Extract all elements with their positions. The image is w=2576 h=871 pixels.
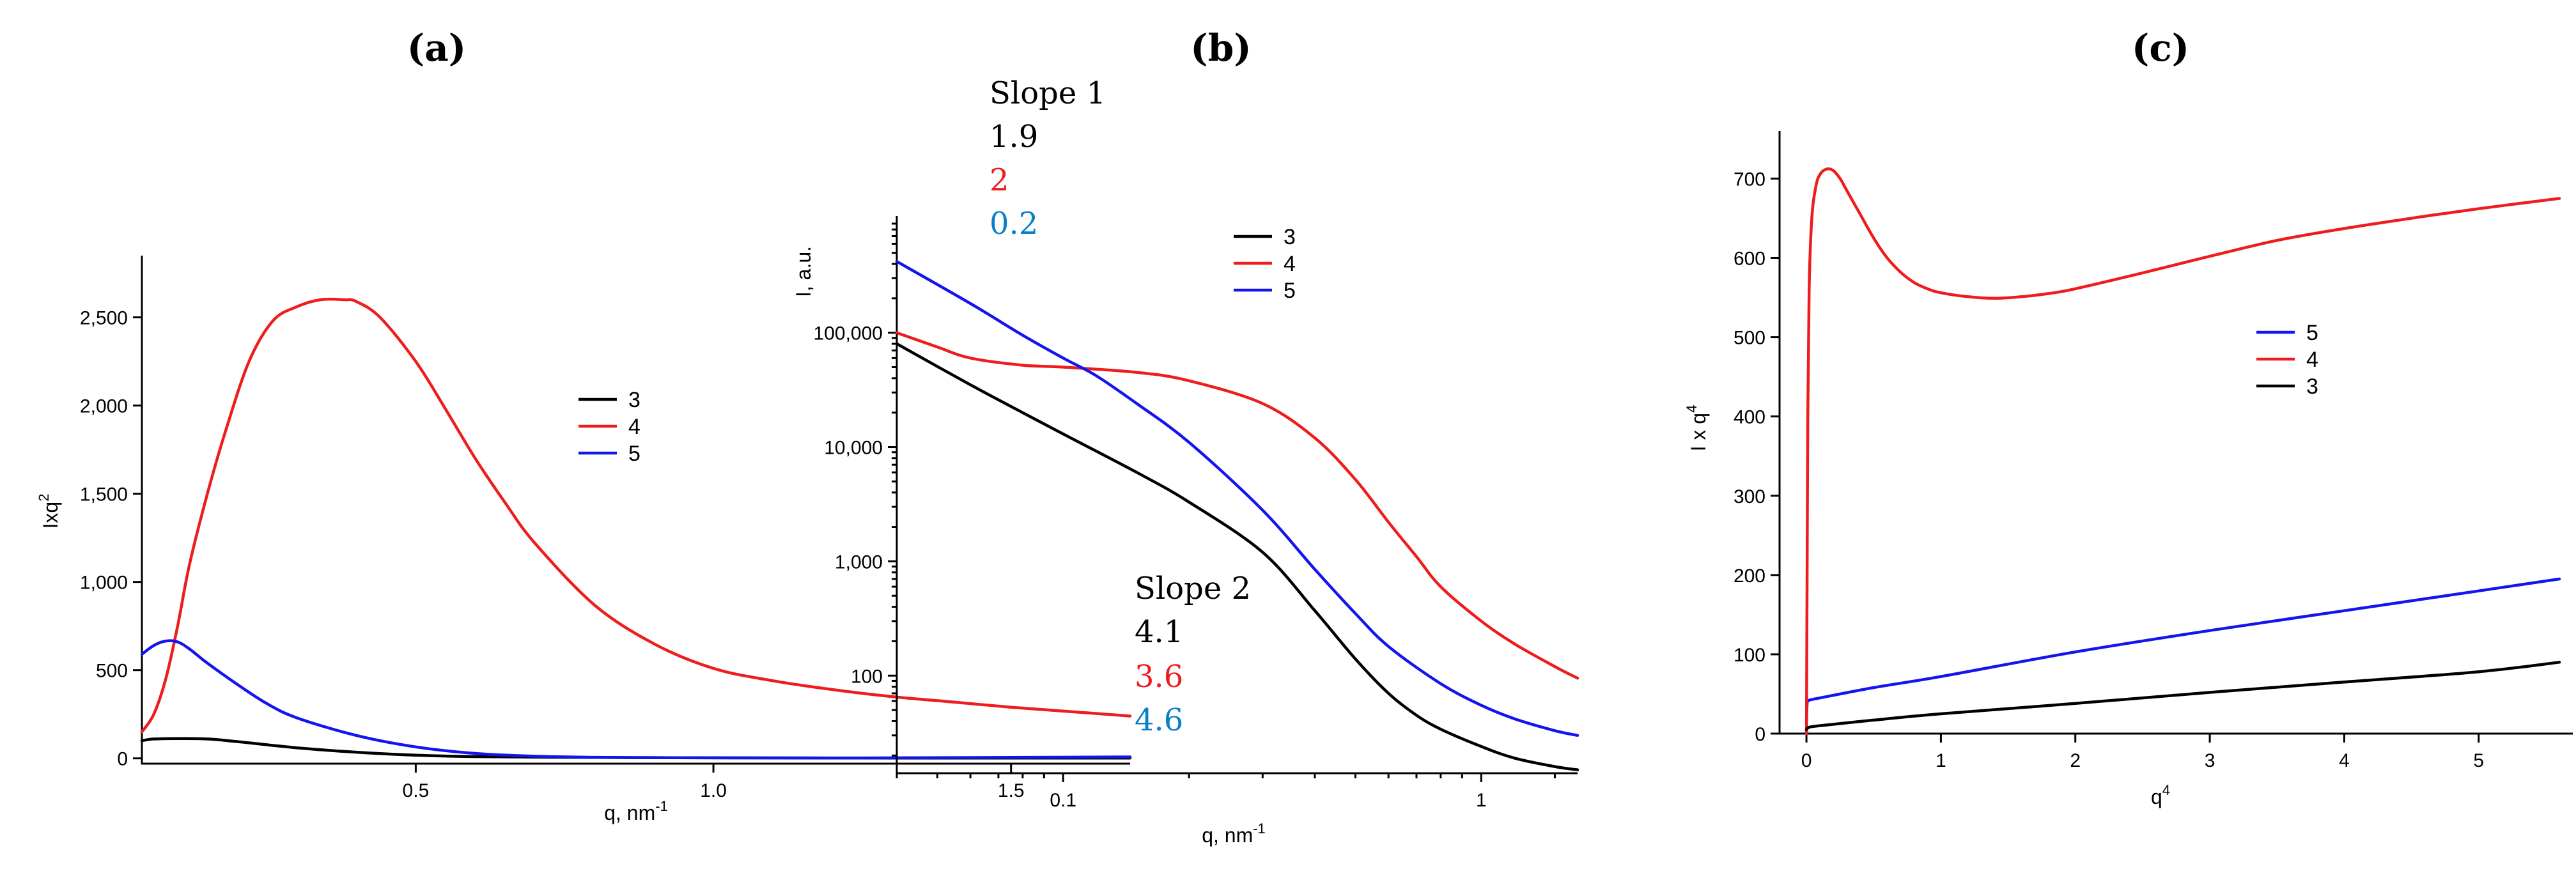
slope2-value-3: 4.1: [1135, 614, 1183, 650]
panel-a: (a) 0.5 1.0 1.5 0 500 1,000 1,500 2,000 2,500 q…: [36, 26, 1132, 824]
y-tick-label: 300: [1734, 486, 1765, 507]
series-3-line: [1804, 661, 2561, 732]
panel-c-ylabel: I x q4: [1684, 405, 1710, 452]
panel-a-axes: [141, 256, 1130, 765]
slope1-value-4: 2: [989, 162, 1009, 198]
y-tick-label: 100: [851, 666, 883, 687]
y-tick-label: 2,500: [80, 308, 128, 329]
panel-b-axes: [896, 216, 1578, 775]
x-tick-label: 0.5: [403, 780, 430, 801]
y-tick-label: 200: [1734, 566, 1765, 587]
x-tick-label: 0.1: [1050, 790, 1076, 811]
y-tick-label: 0: [117, 749, 128, 770]
y-tick-label: 400: [1734, 407, 1765, 428]
x-tick-label: 1.0: [700, 780, 727, 801]
legend-label-5: 5: [628, 442, 640, 466]
y-tick-label: 500: [96, 661, 128, 682]
x-tick-label: 1: [1476, 790, 1487, 811]
y-tick-label: 500: [1734, 328, 1765, 349]
y-tick-label: 2,000: [80, 396, 128, 417]
legend-label-4: 4: [2306, 348, 2318, 372]
y-tick-label: 10,000: [824, 438, 883, 459]
legend-label-3: 3: [628, 388, 640, 412]
panel-b-xlabel: q, nm-1: [1202, 821, 1266, 847]
y-tick-label: 100: [1734, 645, 1765, 666]
slope2-value-5: 4.6: [1135, 702, 1183, 738]
panel-b: (b) 0.1 1 100 1,000 10,000 100,000 q, nm-1 I…: [792, 26, 1579, 847]
panel-a-title: (a): [407, 26, 466, 70]
series-5-line: [895, 259, 1579, 737]
panel-a-legend: 3 4 5: [578, 388, 640, 466]
x-tick-label: 0: [1801, 750, 1812, 771]
panel-b-ylabel: I, a.u.: [792, 246, 815, 297]
slope1-value-5: 0.2: [989, 206, 1038, 242]
panel-c-xlabel: q4: [2151, 782, 2170, 808]
slope1-annotation: Slope 1 1.9 2 0.2: [989, 75, 1106, 242]
series-5-line: [140, 639, 1132, 760]
y-tick-label: 1,000: [835, 551, 883, 573]
slope2-annotation: Slope 2 4.1 3.6 4.6: [1135, 571, 1251, 738]
series-3-line: [140, 737, 1132, 760]
x-tick-label: 3: [2205, 750, 2215, 771]
panel-b-legend: 3 4 5: [1234, 225, 1296, 303]
x-tick-label: 1.5: [998, 780, 1025, 801]
panel-c-title: (c): [2132, 26, 2189, 70]
slope1-label: Slope 1: [989, 75, 1106, 111]
x-tick-label: 4: [2339, 750, 2350, 771]
x-tick-label: 1: [1936, 750, 1946, 771]
series-5-line: [1804, 577, 2561, 736]
panel-a-ylabel: Ixq2: [36, 494, 62, 529]
y-tick-label: 100,000: [814, 323, 883, 344]
series-4-line: [895, 331, 1579, 680]
slope2-label: Slope 2: [1135, 571, 1251, 606]
series-4-line: [1804, 167, 2561, 736]
y-tick-label: 1,500: [80, 484, 128, 505]
legend-label-3: 3: [2306, 374, 2318, 399]
legend-label-4: 4: [1284, 252, 1296, 276]
y-tick-label: 0: [1755, 724, 1765, 745]
y-tick-label: 600: [1734, 249, 1765, 270]
panel-c-axes: [1778, 131, 2573, 735]
panel-b-title: (b): [1190, 26, 1251, 70]
slope2-value-4: 3.6: [1135, 659, 1183, 695]
legend-label-4: 4: [628, 415, 640, 439]
y-tick-label: 700: [1734, 169, 1765, 190]
series-3-line: [895, 342, 1579, 771]
legend-label-5: 5: [2306, 321, 2318, 345]
x-tick-label: 5: [2473, 750, 2484, 771]
series-4-line: [140, 297, 1132, 734]
legend-label-5: 5: [1284, 279, 1296, 303]
y-tick-label: 1,000: [80, 573, 128, 594]
slope1-value-3: 1.9: [989, 119, 1038, 155]
panel-a-xlabel: q, nm-1: [604, 798, 668, 824]
panel-c-legend: 5 43: [2256, 321, 2318, 399]
legend-label-3: 3: [1284, 225, 1296, 249]
x-tick-label: 2: [2070, 750, 2081, 771]
